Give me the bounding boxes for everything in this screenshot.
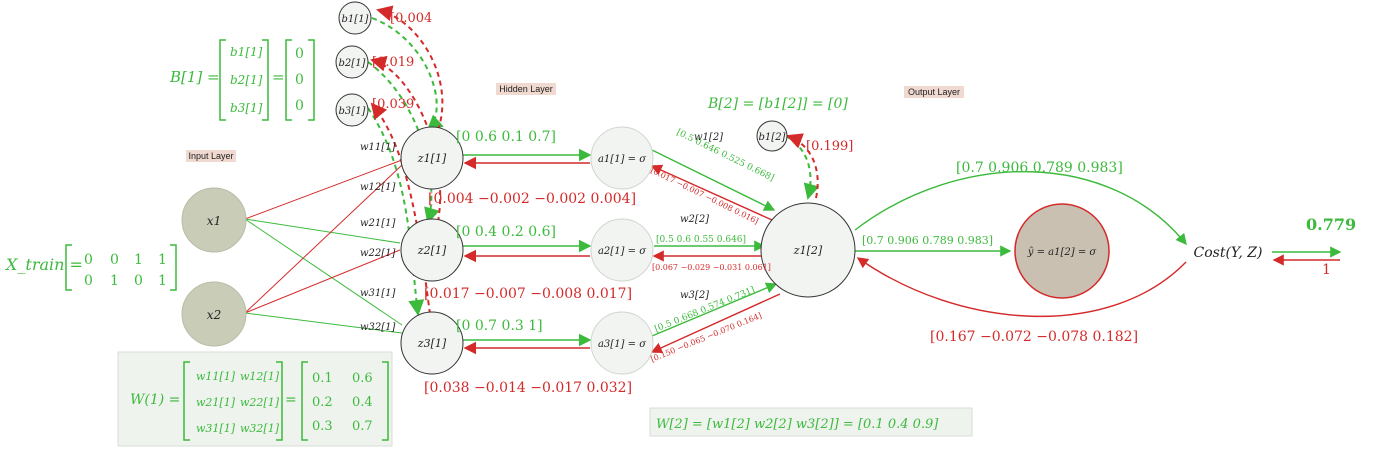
bias-grad: [0.039 — [372, 97, 414, 112]
node-x2 — [181, 281, 247, 347]
node-z2: z2[1] — [417, 244, 447, 257]
weight-label: w32[1] — [360, 322, 396, 333]
bias-bout: b1[2] — [759, 132, 786, 143]
w1-value: 0.4 — [352, 395, 373, 410]
xtrain-matrix: X_train = 0 0 1 1 0 1 0 1 — [4, 244, 177, 291]
z-backward: [0.038 −0.014 −0.017 0.032] — [424, 380, 632, 396]
node-yhat: ŷ = a1[2] = σ — [1027, 247, 1098, 258]
b1-value: 0 — [295, 72, 304, 88]
output-weight-labels: w1[2] w2[2] w3[2] — [680, 132, 723, 301]
node-a2: a2[1] = σ — [598, 246, 647, 257]
output-cost-arrows — [854, 170, 1342, 317]
node-zout: z1[2] — [793, 244, 823, 257]
b1-matrix: B[1] = b1[1] b2[1] b3[1] = 0 0 0 — [169, 39, 315, 121]
b1-symbol: b3[1] — [230, 101, 263, 115]
w2-label: W[2] = [w1[2] w2[2] w3[2]] = [0.1 0.4 0.… — [656, 417, 939, 432]
node-x2-label: x2 — [207, 308, 221, 322]
hidden-layer-label: Hidden Layer — [499, 84, 553, 94]
w1-symbol: w12[1] — [240, 370, 280, 383]
bias-grad: [0.199] — [806, 139, 853, 154]
hidden-layer: z1[1] z2[1] z3[1] a1[1] = σ a2[1] = σ a3… — [400, 126, 654, 375]
xtrain-cell: 0 — [110, 252, 119, 268]
bias-grad: [0.019 — [372, 55, 414, 70]
node-z1: z1[1] — [417, 152, 447, 165]
z-forward: [0 0.6 0.1 0.7] — [456, 129, 556, 145]
weight-label: w1[2] — [694, 132, 723, 143]
w1-value: 0.7 — [352, 419, 373, 434]
cost-label: Cost(Y, Z) — [1194, 245, 1263, 261]
z-backward: [0.017 −0.007 −0.008 0.017] — [424, 286, 632, 302]
z-forward: [0 0.7 0.3 1] — [456, 318, 543, 334]
node-a1: a1[1] = σ — [598, 154, 647, 165]
w1-value: 0.3 — [312, 419, 333, 434]
b2-label: B[2] = [b1[2]] = [0] — [707, 96, 848, 112]
weight-label: w2[2] — [680, 214, 709, 225]
svg-text:=: = — [272, 68, 285, 86]
a-backward: [0.067 −0.029 −0.031 0.061] — [652, 263, 771, 272]
w1-value: 0.2 — [312, 395, 333, 410]
b1-symbol: b1[1] — [230, 45, 263, 59]
xtrain-label: X_train = — [4, 255, 83, 274]
w2-panel — [649, 407, 973, 437]
w1-value: 0.1 — [312, 371, 333, 386]
output-layer: z1[2] ŷ = a1[2] = σ Cost(Y, Z) — [760, 202, 1263, 299]
xtrain-cell: 0 — [84, 252, 93, 268]
b1-symbol: b2[1] — [230, 73, 263, 87]
svg-text:=: = — [285, 392, 297, 408]
xtrain-cell: 0 — [134, 273, 143, 289]
weight-label: w31[1] — [360, 288, 396, 299]
z-forward: [0 0.4 0.2 0.6] — [456, 224, 556, 240]
w1-symbol: w22[1] — [240, 396, 280, 409]
a-forward: [0.5 0.6 0.55 0.646] — [656, 235, 746, 245]
xtrain-cell: 1 — [158, 252, 167, 268]
weight-label: w22[1] — [360, 248, 396, 259]
bias-b3: b3[1] — [339, 106, 366, 117]
bias-gradients: [0.004 [0.019 [0.039 [0.199] — [372, 11, 853, 154]
weight-label: w12[1] — [360, 182, 396, 193]
input-weight-labels: w11[1] w12[1] w21[1] w22[1] w31[1] w32[1… — [360, 142, 396, 333]
input-layer-label: Input Layer — [188, 151, 233, 161]
xtrain-cell: 0 — [84, 273, 93, 289]
bias-nodes: b1[1] b2[1] b3[1] b1[2] — [335, 1, 788, 152]
w1-label: W(1) = — [130, 392, 180, 408]
w1-symbol: w11[1] — [196, 370, 236, 383]
output-forward: [0.7 0.906 0.789 0.983] — [862, 234, 993, 247]
cost-value: 0.779 — [1306, 215, 1356, 234]
b1-value: 0 — [295, 46, 304, 62]
xtrain-cell: 1 — [110, 273, 119, 289]
b1-value: 0 — [295, 98, 304, 114]
input-layer: x1 x2 — [181, 187, 247, 347]
bias-arcs — [367, 5, 820, 316]
bias-grad: [0.004 — [390, 11, 432, 26]
bias-b1: b1[1] — [342, 14, 369, 25]
b1-label: B[1] = — [169, 68, 220, 86]
z-backward: [0.004 −0.002 −0.002 0.004] — [428, 191, 636, 207]
a-backward: [0.150 −0.065 −0.070 0.164] — [649, 311, 763, 364]
bias-b2: b2[1] — [339, 58, 366, 69]
w1-symbol: w21[1] — [196, 396, 236, 409]
node-z3: z3[1] — [417, 337, 447, 350]
xtrain-cell: 1 — [158, 273, 167, 289]
input-hidden-connections — [244, 159, 403, 334]
node-x1-label: x1 — [207, 214, 221, 228]
weight-label: w21[1] — [360, 218, 396, 229]
output-top-vector: [0.7 0.906 0.789 0.983] — [956, 160, 1123, 176]
w1-symbol: w32[1] — [240, 422, 280, 435]
z-a-arrows — [463, 148, 592, 355]
node-a3: a3[1] = σ — [598, 339, 647, 350]
weight-label: w3[2] — [680, 290, 709, 301]
w1-symbol: w31[1] — [196, 422, 236, 435]
w1-panel — [117, 351, 393, 447]
a-output-arrows — [650, 149, 781, 354]
z-vectors: [0 0.6 0.1 0.7] [0 0.4 0.2 0.6] [0 0.7 0… — [424, 129, 636, 396]
cost-grad: 1 — [1322, 262, 1331, 278]
xtrain-cell: 1 — [134, 252, 143, 268]
node-x1 — [181, 187, 247, 253]
output-backward: [0.167 −0.072 −0.078 0.182] — [930, 329, 1138, 345]
output-layer-label: Output Layer — [908, 87, 960, 97]
weight-label: w11[1] — [360, 142, 396, 153]
w1-matrix: W(1) = w11[1] w12[1] w21[1] w22[1] w31[1… — [130, 361, 389, 441]
w1-value: 0.6 — [352, 371, 373, 386]
